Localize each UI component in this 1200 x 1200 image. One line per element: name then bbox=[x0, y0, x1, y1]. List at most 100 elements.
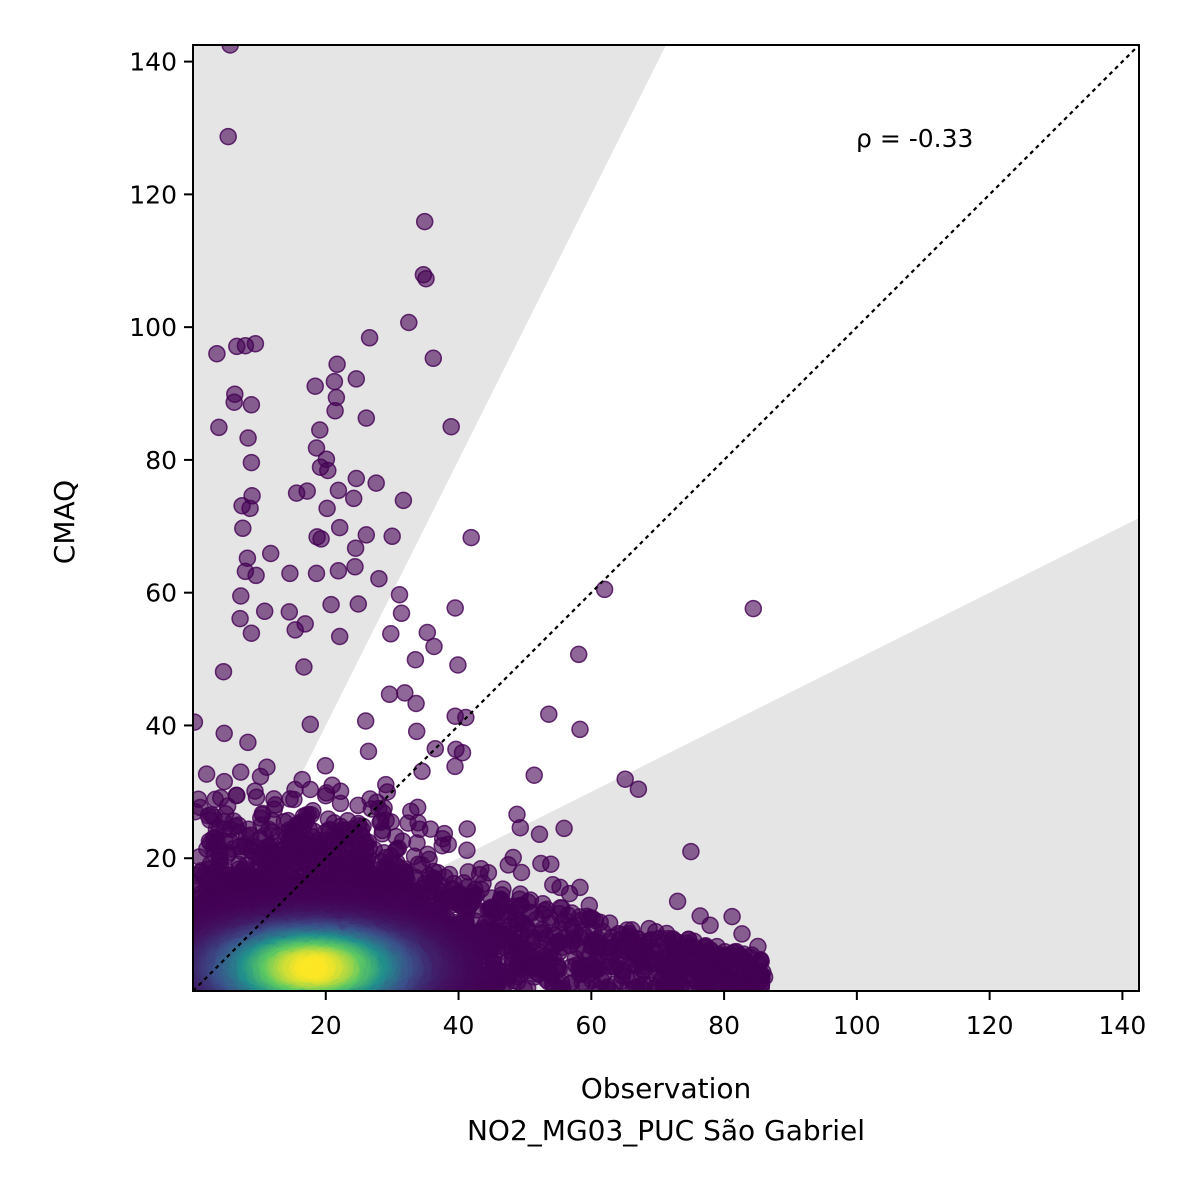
data-point bbox=[682, 842, 700, 861]
y-tick-label: 20 bbox=[145, 844, 177, 873]
data-point bbox=[242, 396, 261, 414]
data-point bbox=[328, 355, 346, 374]
data-point bbox=[446, 757, 464, 776]
data-point bbox=[241, 499, 259, 518]
data-point bbox=[367, 474, 385, 492]
data-point bbox=[287, 484, 306, 502]
data-point bbox=[424, 349, 443, 368]
data-point bbox=[462, 528, 480, 547]
data-point bbox=[281, 564, 299, 583]
data-point bbox=[347, 469, 366, 488]
data-point bbox=[316, 757, 335, 775]
data-point bbox=[193, 713, 204, 731]
data-point bbox=[426, 739, 445, 758]
data-point bbox=[301, 780, 320, 799]
x-tick-label: 40 bbox=[443, 1011, 475, 1040]
data-point bbox=[569, 645, 588, 664]
data-point bbox=[306, 377, 324, 395]
data-point bbox=[406, 650, 425, 669]
data-point bbox=[691, 907, 709, 925]
data-point bbox=[733, 925, 751, 943]
data-point bbox=[301, 715, 320, 734]
data-point bbox=[629, 780, 648, 798]
y-tick-label: 40 bbox=[145, 711, 177, 740]
x-tick-label: 60 bbox=[575, 1011, 607, 1040]
data-point bbox=[307, 564, 326, 583]
data-point bbox=[346, 539, 365, 557]
data-point bbox=[595, 580, 614, 599]
data-point bbox=[458, 820, 476, 838]
data-point bbox=[525, 766, 543, 784]
data-point bbox=[544, 876, 562, 894]
data-point bbox=[390, 585, 409, 604]
data-point bbox=[329, 481, 348, 500]
data-point bbox=[232, 587, 250, 605]
data-point bbox=[239, 429, 257, 447]
data-point bbox=[400, 313, 418, 332]
data-point bbox=[307, 439, 326, 457]
data-point bbox=[532, 854, 550, 873]
y-tick-label: 120 bbox=[129, 180, 177, 209]
data-point bbox=[360, 329, 379, 347]
data-point bbox=[356, 712, 375, 730]
data-point bbox=[197, 765, 216, 783]
data-point bbox=[305, 959, 323, 977]
data-point bbox=[347, 370, 366, 388]
data-point bbox=[261, 544, 280, 563]
y-tick-label: 60 bbox=[145, 579, 177, 608]
data-point bbox=[359, 742, 378, 761]
data-point bbox=[228, 337, 246, 356]
data-point bbox=[349, 595, 368, 613]
data-point bbox=[346, 558, 364, 576]
data-point bbox=[540, 705, 558, 723]
data-point bbox=[394, 491, 413, 510]
data-point bbox=[247, 788, 266, 807]
data-point bbox=[242, 624, 261, 642]
data-point bbox=[744, 599, 763, 618]
data-point bbox=[208, 344, 226, 363]
data-point bbox=[382, 625, 400, 643]
data-point bbox=[453, 743, 472, 762]
data-point bbox=[311, 421, 329, 439]
x-tick-label: 80 bbox=[708, 1011, 740, 1040]
x-axis-label: Observation bbox=[581, 1072, 752, 1105]
data-point bbox=[221, 45, 239, 54]
data-point bbox=[442, 417, 460, 436]
data-point bbox=[331, 794, 350, 813]
data-point bbox=[668, 892, 687, 911]
x-axis-ticks: 20 40 60 80 100 120 140 bbox=[310, 991, 1146, 1040]
data-point bbox=[560, 884, 579, 903]
data-point bbox=[407, 722, 426, 741]
data-point bbox=[329, 562, 348, 580]
y-tick-label: 100 bbox=[129, 313, 177, 342]
data-point bbox=[383, 527, 401, 546]
data-point bbox=[251, 767, 270, 786]
data-point bbox=[449, 656, 467, 674]
data-point bbox=[215, 724, 233, 743]
data-point bbox=[571, 720, 589, 739]
data-point bbox=[415, 212, 434, 231]
data-point bbox=[242, 453, 261, 472]
data-point bbox=[322, 595, 340, 614]
data-point bbox=[234, 519, 252, 538]
data-point bbox=[255, 602, 274, 621]
data-point bbox=[312, 530, 330, 548]
data-point bbox=[511, 818, 530, 837]
data-point bbox=[330, 518, 349, 537]
data-point bbox=[219, 127, 237, 146]
data-point bbox=[407, 694, 425, 713]
data-point bbox=[357, 526, 376, 544]
data-point bbox=[318, 499, 336, 518]
data-point bbox=[210, 418, 228, 437]
data-point bbox=[499, 856, 518, 874]
data-point bbox=[555, 819, 573, 838]
data-point bbox=[326, 402, 344, 420]
data-point bbox=[215, 772, 234, 791]
scatter-points bbox=[193, 45, 774, 991]
x-tick-label: 100 bbox=[833, 1011, 881, 1040]
shade-upper bbox=[193, 45, 666, 991]
y-axis-label: CMAQ bbox=[48, 480, 81, 564]
data-point bbox=[280, 603, 299, 621]
data-point bbox=[330, 627, 349, 646]
